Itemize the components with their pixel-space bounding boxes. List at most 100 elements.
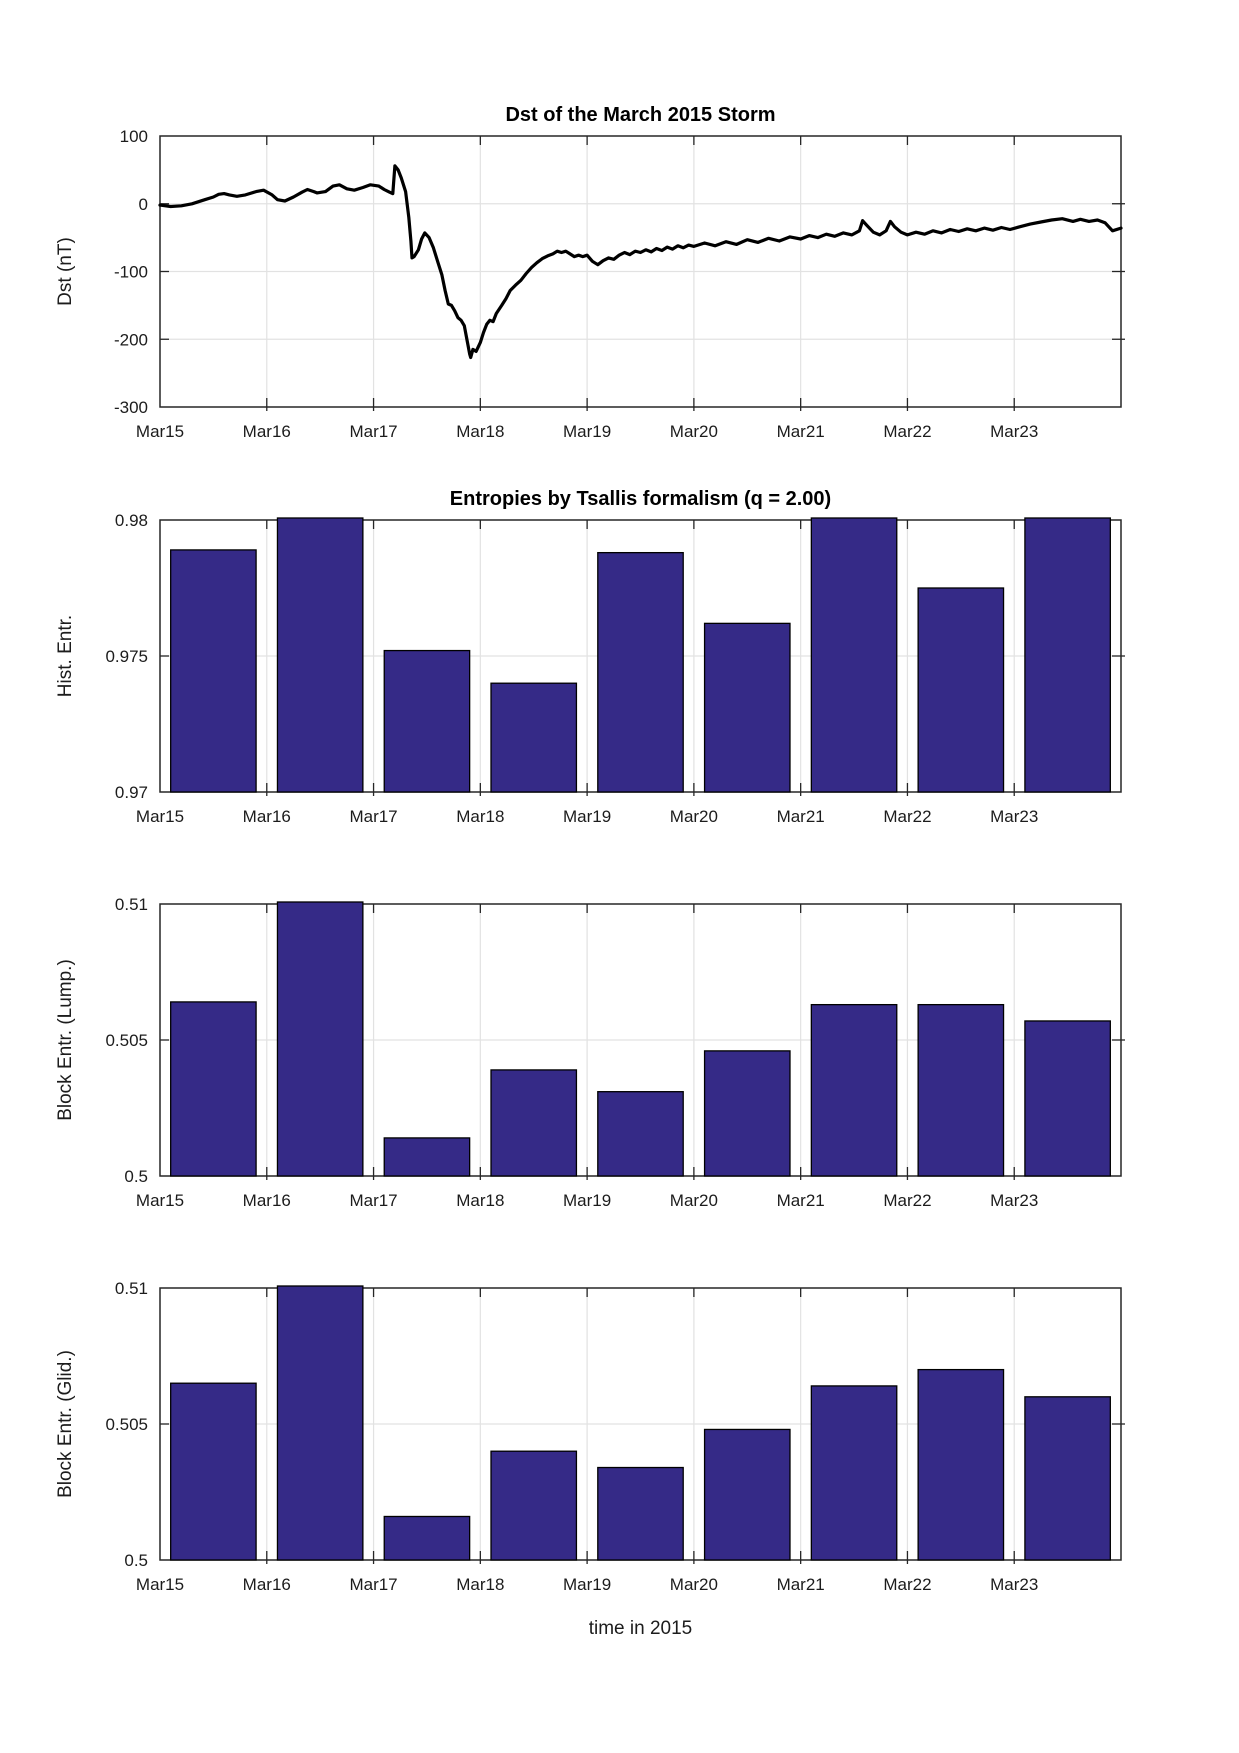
y-tick-labels: 100 0 -100 -200 -300 <box>114 127 148 417</box>
bar-Mar20 <box>703 622 791 793</box>
x-tick-label: Mar16 <box>243 422 291 441</box>
bar-Mar21 <box>810 1003 898 1177</box>
bar-Mar21 <box>810 1385 898 1561</box>
bar-Mar22 <box>917 1368 1005 1561</box>
x-tick-label: Mar20 <box>670 1191 718 1210</box>
x-tick-label: Mar17 <box>349 1575 397 1594</box>
bar-Mar23 <box>1024 1020 1111 1177</box>
y-tick-label: 100 <box>120 127 148 146</box>
x-tick-labels: Mar15 Mar16 Mar17 Mar18 Mar19 Mar20 Mar21 Mar22… <box>136 422 1038 441</box>
bar-Mar20 <box>703 1050 791 1177</box>
tick-marks <box>160 136 1125 411</box>
x-tick-label: Mar21 <box>777 1191 825 1210</box>
bar-Mar17 <box>383 1137 471 1177</box>
x-tick-label: Mar22 <box>883 807 931 826</box>
bar-Mar18 <box>490 1450 578 1561</box>
subplot-title: Dst of the March 2015 Storm <box>505 104 775 126</box>
bar-Mar16 <box>276 517 364 793</box>
x-tick-label: Mar19 <box>563 1575 611 1594</box>
x-tick-label: Mar15 <box>136 1575 184 1594</box>
y-axis-label: Block Entr. (Glid.) <box>55 1350 76 1498</box>
y-tick-labels: 0.51 0.505 0.5 <box>105 1279 148 1570</box>
bar-Mar16 <box>276 1285 364 1561</box>
bar-Mar15 <box>170 549 257 793</box>
y-tick-label: 0.5 <box>124 1167 148 1186</box>
x-tick-label: Mar17 <box>349 807 397 826</box>
x-tick-label: Mar15 <box>136 1191 184 1210</box>
bar-Mar16 <box>276 901 364 1177</box>
x-tick-label: Mar18 <box>456 1191 504 1210</box>
x-tick-label: Mar20 <box>670 422 718 441</box>
x-tick-label: Mar16 <box>243 1575 291 1594</box>
bar-Mar19 <box>597 551 684 793</box>
x-tick-label: Mar21 <box>777 1575 825 1594</box>
x-tick-label: Mar17 <box>349 422 397 441</box>
y-axis-label: Dst (nT) <box>55 237 76 306</box>
x-tick-label: Mar22 <box>883 422 931 441</box>
tick-marks <box>160 1288 1125 1564</box>
x-tick-labels: Mar15 Mar16 Mar17 Mar18 Mar19 Mar20 Mar21 Mar22… <box>136 1575 1038 1594</box>
x-tick-label: Mar18 <box>456 1575 504 1594</box>
y-axis-label: Block Entr. (Lump.) <box>55 959 76 1121</box>
x-tick-label: Mar15 <box>136 422 184 441</box>
bar-Mar20 <box>703 1428 791 1561</box>
y-tick-labels: 0.98 0.975 0.97 <box>105 511 148 802</box>
y-tick-label: -300 <box>114 398 148 417</box>
y-tick-label: 0.97 <box>115 783 148 802</box>
x-tick-label: Mar19 <box>563 1191 611 1210</box>
bar-Mar17 <box>383 1515 471 1561</box>
bar-Mar23 <box>1024 1396 1111 1561</box>
x-tick-label: Mar17 <box>349 1191 397 1210</box>
x-tick-label: Mar23 <box>990 807 1038 826</box>
x-tick-label: Mar21 <box>777 422 825 441</box>
x-tick-label: Mar18 <box>456 422 504 441</box>
tick-marks <box>160 904 1125 1180</box>
x-tick-label: Mar16 <box>243 807 291 826</box>
x-tick-label: Mar19 <box>563 807 611 826</box>
x-tick-label: Mar16 <box>243 1191 291 1210</box>
x-tick-label: Mar23 <box>990 1191 1038 1210</box>
bar-Mar21 <box>810 517 898 793</box>
y-tick-label: 0.5 <box>124 1551 148 1570</box>
x-tick-labels: Mar15 Mar16 Mar17 Mar18 Mar19 Mar20 Mar21 Mar22… <box>136 1191 1038 1210</box>
tick-marks <box>160 520 1125 796</box>
bar-Mar18 <box>490 1069 578 1177</box>
y-tick-label: -100 <box>114 263 148 282</box>
bar-Mar19 <box>597 1091 684 1177</box>
x-tick-label: Mar20 <box>670 807 718 826</box>
bar-Mar22 <box>917 587 1005 793</box>
dst-line <box>158 164 1123 360</box>
x-tick-label: Mar23 <box>990 1575 1038 1594</box>
grid-lines <box>160 136 1121 407</box>
x-tick-label: Mar20 <box>670 1575 718 1594</box>
bar-Mar18 <box>490 682 578 793</box>
bar-Mar15 <box>170 1382 257 1561</box>
y-tick-label: 0 <box>139 195 148 214</box>
x-tick-label: Mar22 <box>883 1575 931 1594</box>
bar-Mar17 <box>383 649 471 793</box>
bar-Mar23 <box>1024 517 1111 793</box>
x-tick-label: Mar19 <box>563 422 611 441</box>
subplot-title: Entropies by Tsallis formalism (q = 2.00… <box>450 488 831 510</box>
bar-Mar22 <box>917 1003 1005 1177</box>
y-axis-label: Hist. Entr. <box>55 615 76 697</box>
y-tick-labels: 0.51 0.505 0.5 <box>105 895 148 1186</box>
bar-series <box>170 901 1111 1177</box>
y-tick-label: -200 <box>114 330 148 349</box>
x-tick-label: Mar22 <box>883 1191 931 1210</box>
y-tick-label: 0.505 <box>105 1031 148 1050</box>
bar-series <box>170 1285 1111 1561</box>
y-tick-label: 0.505 <box>105 1415 148 1434</box>
bar-series <box>170 517 1111 793</box>
y-tick-label: 0.51 <box>115 895 148 914</box>
bar-Mar15 <box>170 1001 257 1177</box>
x-tick-label: Mar21 <box>777 807 825 826</box>
x-tick-labels: Mar15 Mar16 Mar17 Mar18 Mar19 Mar20 Mar21 Mar22… <box>136 807 1038 826</box>
y-tick-label: 0.98 <box>115 511 148 530</box>
bar-Mar19 <box>597 1466 684 1561</box>
